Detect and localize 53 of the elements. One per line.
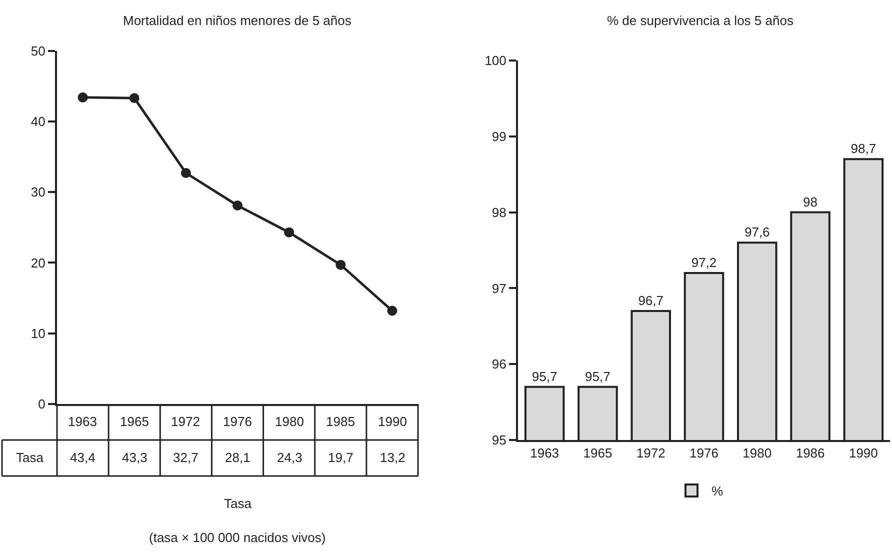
data-label: 13,2 [380, 450, 406, 465]
y-tick-label: 95 [492, 432, 506, 448]
point [232, 200, 242, 210]
chart-title: Mortalidad en niños menores de 5 años [123, 13, 352, 28]
y-tick-label: 0 [38, 396, 46, 412]
legend-label: % [712, 484, 724, 499]
y-tick-label: 10 [30, 326, 46, 341]
x-tick-label: 1965 [583, 446, 612, 461]
text: Tasa [16, 450, 44, 465]
y-tick-label: 98 [492, 204, 506, 220]
data-label: 95,7 [585, 368, 610, 384]
data-label: 43,4 [70, 450, 96, 465]
data-label: 28,1 [225, 450, 250, 465]
data-label: 97,6 [744, 224, 770, 240]
data-label: 97,2 [691, 255, 717, 270]
y-tick-label: 40 [30, 114, 46, 129]
y-tick-label: 20 [30, 255, 46, 270]
x-tick-label: 1972 [636, 446, 666, 461]
category-label: 1972 [171, 414, 200, 429]
x-tick-label: 1980 [742, 446, 772, 461]
point [180, 168, 191, 178]
point [284, 227, 294, 238]
point [129, 93, 140, 104]
data-label: 98 [803, 194, 818, 210]
category-label: 1963 [68, 414, 97, 429]
chart-title: % de supervivencia a los 5 años [607, 13, 794, 28]
y-tick-label: 99 [492, 128, 506, 144]
category-label: 1976 [223, 414, 252, 429]
data-label: 24,3 [277, 450, 302, 465]
data-label: 32,7 [173, 450, 198, 465]
point [78, 92, 88, 102]
text: (tasa × 100 000 nacidos vivos) [149, 530, 326, 545]
data-label: 19,7 [328, 450, 354, 465]
x-tick-label: 1963 [530, 446, 560, 461]
y-tick-label: 50 [30, 43, 46, 58]
category-label: 1985 [326, 414, 355, 429]
data-label: 96,7 [638, 292, 664, 308]
point [336, 260, 346, 270]
data-label: 95,7 [532, 368, 558, 384]
x-tick-label: 1990 [848, 446, 878, 461]
x-axis-title: Tasa [224, 496, 252, 511]
y-tick-label: 96 [492, 356, 506, 372]
category-label: 1980 [275, 414, 304, 429]
y-tick-label: 97 [492, 280, 506, 296]
point [387, 306, 398, 316]
category-label: 1990 [378, 414, 407, 429]
category-label: 1965 [120, 414, 149, 429]
x-tick-label: 1976 [690, 446, 718, 461]
data-label: 43,3 [122, 450, 148, 465]
y-tick-label: 100 [484, 53, 506, 68]
x-tick-label: 1986 [796, 446, 825, 461]
data-label: 98,7 [850, 141, 876, 156]
y-tick-label: 30 [30, 184, 46, 200]
